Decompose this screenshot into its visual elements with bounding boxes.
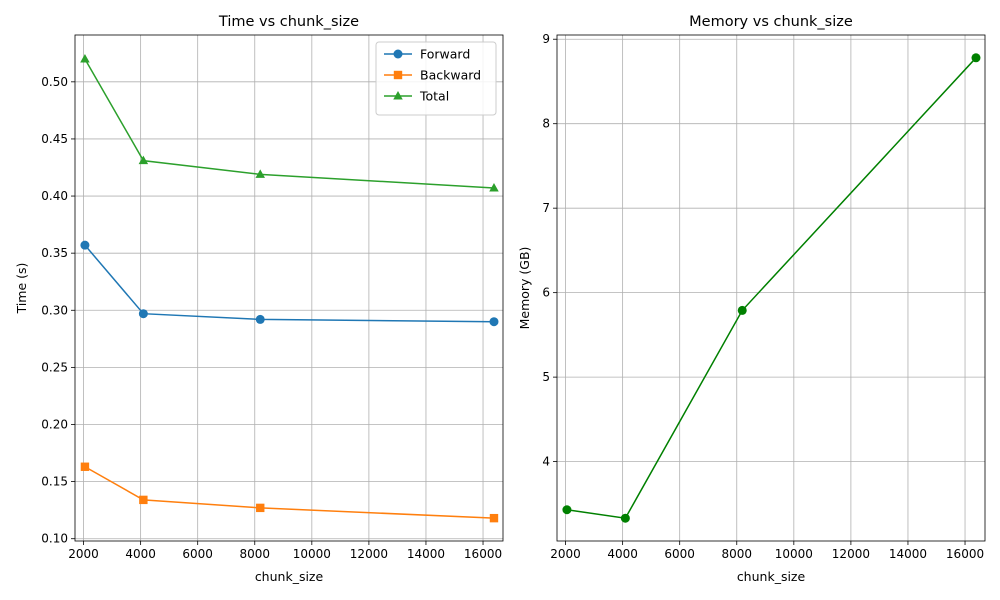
x-axis-label: chunk_size [737,569,806,584]
series-line-backward [84,466,495,519]
data-point [255,169,265,178]
y-tick-label: 9 [542,32,550,46]
y-axis-label: Memory (GB) [517,247,532,330]
x-tick-label: 4000 [607,547,638,561]
x-tick-label: 14000 [889,547,927,561]
x-tick-label: 12000 [350,547,388,561]
legend-marker [393,70,403,80]
x-tick-label: 2000 [68,547,99,561]
data-point [489,317,499,327]
y-tick-label: 0.50 [41,75,68,89]
data-point [620,513,630,523]
chart-title: Memory vs chunk_size [689,14,853,30]
legend-label: Backward [420,68,481,83]
legend-label: Forward [420,47,470,62]
legend-marker [393,91,403,100]
data-point [737,305,747,315]
x-tick-label: 12000 [832,547,870,561]
y-tick-label: 0.15 [41,475,68,489]
chart-title: Time vs chunk_size [218,14,359,30]
data-point [80,462,90,471]
data-point [489,183,499,192]
x-tick-label: 8000 [721,547,752,561]
y-axis-label: Time (s) [14,263,29,315]
x-tick-label: 6000 [664,547,695,561]
data-point [138,309,148,319]
y-tick-label: 0.30 [41,303,68,317]
memory-chart: 2000 4000 6000 8000 10000 12000 14000 16000 4 5 6 7… [517,14,986,584]
y-tick-label: 8 [542,117,550,131]
y-tick-label: 0.40 [41,189,68,203]
data-point [489,513,499,523]
legend-label: Total [419,89,449,104]
y-tick-label: 0.20 [41,417,68,431]
x-tick-label: 14000 [407,547,445,561]
data-point [80,53,90,63]
x-axis-label: chunk_size [255,569,324,584]
data-point [971,53,981,63]
x-tick-label: 4000 [125,547,156,561]
y-tick-label: 0.35 [41,246,68,260]
y-tick-label: 6 [542,286,550,300]
time-chart: 2000 4000 6000 8000 10000 12000 14000 16000 0.10… [14,14,504,584]
x-tick-label: 10000 [775,547,813,561]
series-line-forward [84,244,494,323]
plot-frame [74,34,504,542]
data-point [80,240,90,250]
y-tick-label: 0.10 [41,532,68,546]
y-tick-label: 0.25 [41,360,68,374]
plot-frame [556,34,986,542]
y-tick-label: 7 [542,201,550,215]
y-tick-label: 0.45 [41,132,68,146]
x-tick-label: 6000 [182,547,213,561]
data-point [255,314,265,324]
x-tick-label: 16000 [464,547,502,561]
x-tick-label: 10000 [293,547,331,561]
data-point [562,505,572,515]
legend: Forward Backward Total [375,41,497,116]
data-point [256,503,265,513]
y-tick-label: 4 [542,455,550,469]
x-tick-label: 16000 [946,547,984,561]
data-point [138,155,149,165]
x-tick-label: 2000 [550,547,581,561]
legend-marker [393,49,403,59]
series-line-total [84,58,495,189]
data-point [139,495,148,505]
series-line-0 [566,57,977,520]
y-tick-label: 5 [542,370,550,384]
x-tick-label: 8000 [239,547,270,561]
